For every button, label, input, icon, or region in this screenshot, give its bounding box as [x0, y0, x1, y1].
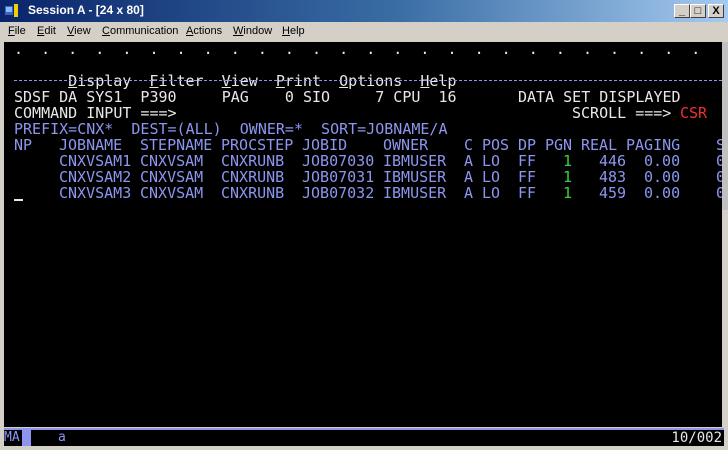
action-filter[interactable]: Filter: [149, 72, 204, 90]
cell-procstep: CNXRUNB: [221, 184, 285, 202]
col-stepname[interactable]: STEPNAME: [140, 136, 213, 154]
action-view[interactable]: View: [221, 72, 258, 90]
cell-jobid: JOB07032: [302, 184, 375, 202]
terminal-screen[interactable]: . . . . . . . . . . . . . . . . . . . . …: [4, 42, 722, 427]
cell-real: 446: [599, 152, 627, 170]
cell-pos: LO: [482, 168, 501, 186]
menu-communication[interactable]: Communication: [102, 25, 179, 37]
menu-actions[interactable]: Actions: [186, 25, 223, 37]
cursor-position: 10/002: [671, 430, 722, 446]
cell-pgn: 1: [563, 152, 573, 170]
cell-paging: 0.00: [644, 184, 681, 202]
col-np[interactable]: NP: [14, 136, 33, 154]
cell-dp: FF: [518, 152, 537, 170]
col-procstep[interactable]: PROCSTEP: [221, 136, 294, 154]
col-s[interactable]: S: [716, 136, 722, 154]
cell-jobid: JOB07030: [302, 152, 375, 170]
col-c[interactable]: C: [464, 136, 474, 154]
scroll-label: SCROLL ===>: [572, 104, 672, 122]
action-print[interactable]: Print: [275, 72, 321, 90]
menu-edit[interactable]: Edit: [37, 25, 56, 37]
menu-file[interactable]: File: [8, 25, 26, 37]
cell-jobid: JOB07031: [302, 168, 375, 186]
cell-stepname: CNXVSAM: [140, 184, 204, 202]
window-title: Session A - [24 x 80]: [28, 3, 144, 17]
col-jobname[interactable]: JOBNAME: [59, 136, 123, 154]
cell-s: 0.: [716, 184, 722, 202]
cell-pgn: 1: [563, 168, 573, 186]
col-pgn[interactable]: PGN: [545, 136, 573, 154]
cell-jobname: CNXVSAM3: [59, 184, 132, 202]
cell-pos: LO: [482, 152, 501, 170]
menu-help[interactable]: Help: [282, 25, 305, 37]
cell-pgn: 1: [563, 184, 573, 202]
action-help[interactable]: Help: [420, 72, 457, 90]
status-bar: MA a 10/002: [4, 428, 724, 446]
menu-view[interactable]: View: [67, 25, 91, 37]
text-cursor: [14, 199, 23, 201]
minimize-button[interactable]: _: [674, 4, 690, 18]
col-real[interactable]: REAL: [581, 136, 618, 154]
cell-paging: 0.00: [644, 152, 681, 170]
cell-c: A: [464, 152, 474, 170]
title-bar: Session A - [24 x 80] _ □ X: [0, 0, 728, 22]
cell-real: 459: [599, 184, 627, 202]
cell-real: 483: [599, 168, 627, 186]
close-button[interactable]: X: [708, 4, 724, 18]
col-jobid[interactable]: JOBID: [302, 136, 348, 154]
cell-jobname: CNXVSAM2: [59, 168, 132, 186]
separator-line: [14, 80, 722, 81]
maximize-button[interactable]: □: [690, 4, 706, 18]
cell-c: A: [464, 184, 474, 202]
filter-line: PREFIX=CNX* DEST=(ALL) OWNER=* SORT=JOBN…: [14, 120, 448, 138]
cell-procstep: CNXRUNB: [221, 152, 285, 170]
col-paging[interactable]: PAGING: [626, 136, 681, 154]
cell-dp: FF: [518, 184, 537, 202]
cell-pos: LO: [482, 184, 501, 202]
scrollbar[interactable]: [722, 42, 728, 210]
cell-owner: IBMUSER: [383, 168, 447, 186]
cell-stepname: CNXVSAM: [140, 152, 204, 170]
mode-cursor-block: [22, 430, 31, 446]
status-message: DATA SET DISPLAYED: [518, 88, 681, 106]
mode-indicator: MA: [4, 430, 20, 445]
cell-paging: 0.00: [644, 168, 681, 186]
cell-owner: IBMUSER: [383, 184, 447, 202]
cell-s: 0.: [716, 168, 722, 186]
action-options[interactable]: Options: [339, 72, 403, 90]
menu-bar: File Edit View Communication Actions Win…: [0, 22, 728, 41]
input-indicator: a: [58, 430, 66, 445]
cell-c: A: [464, 168, 474, 186]
cell-procstep: CNXRUNB: [221, 168, 285, 186]
action-bar: Display Filter View Print Options Help: [32, 57, 456, 105]
action-display[interactable]: Display: [68, 72, 132, 90]
cell-owner: IBMUSER: [383, 152, 447, 170]
command-input-label: COMMAND INPUT ===>: [14, 104, 177, 122]
app-icon: [5, 4, 18, 17]
cell-stepname: CNXVSAM: [140, 168, 204, 186]
dots-line: . . . . . . . . . . . . . . . . . . . . …: [14, 42, 701, 58]
col-pos[interactable]: POS: [482, 136, 510, 154]
window-border: [0, 446, 728, 450]
cell-dp: FF: [518, 168, 537, 186]
col-dp[interactable]: DP: [518, 136, 537, 154]
cell-s: 0.: [716, 152, 722, 170]
scroll-value[interactable]: CSR: [680, 104, 708, 122]
col-owner[interactable]: OWNER: [383, 136, 429, 154]
sdsf-header: SDSF DA SYS1 P390 PAG 0 SIO 7 CPU 16: [14, 88, 457, 106]
cell-jobname: CNXVSAM1: [59, 152, 132, 170]
menu-window[interactable]: Window: [233, 25, 273, 37]
